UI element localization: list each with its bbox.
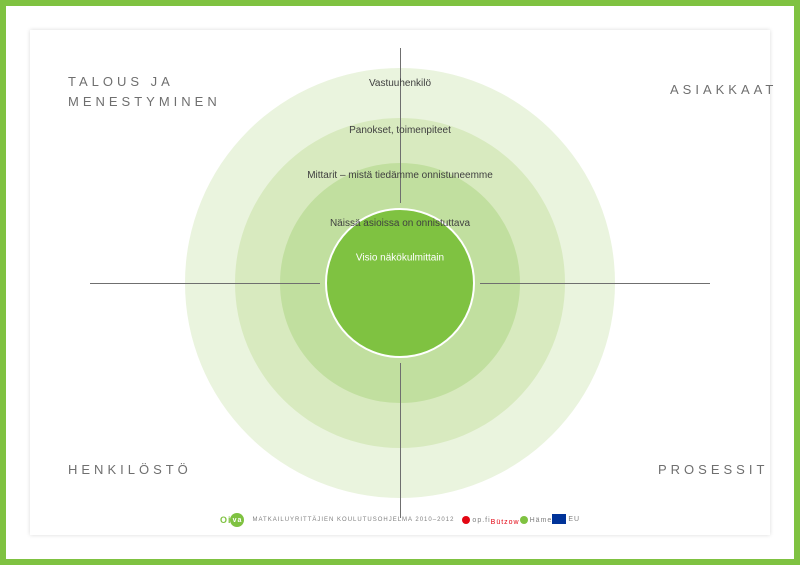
- sponsors: op.fiBützowHämeEU: [462, 514, 580, 526]
- axis-segment: [400, 363, 401, 518]
- inner-page: Vastuuhenkilö Panokset, toimenpiteet Mitta…: [30, 30, 770, 535]
- quadrant-bot_left: HENKILÖSTÖ: [68, 460, 192, 480]
- sponsor-2: Häme: [520, 516, 553, 524]
- footer-tagline: MATKAILUYRITTÄJIEN KOULUTUSOHJELMA 2010–…: [252, 517, 454, 523]
- quadrant-top_left: TALOUS JA MENESTYMINEN: [68, 72, 221, 111]
- ring-label-0: Vastuuhenkilö: [369, 78, 431, 89]
- quadrant-top_right: ASIAKKAAT: [670, 80, 777, 100]
- outer-frame: Vastuuhenkilö Panokset, toimenpiteet Mitta…: [0, 0, 800, 565]
- footer: Oiva MATKAILUYRITTÄJIEN KOULUTUSOHJELMA …: [30, 513, 770, 527]
- sponsor-1: Bützow: [491, 519, 520, 526]
- center-label: Visio näkökulmittain: [356, 252, 444, 263]
- ring-label-1: Panokset, toimenpiteet: [349, 125, 451, 136]
- logo-oiva: Oiva: [220, 513, 245, 527]
- quadrant-bot_right: PROSESSIT: [658, 460, 768, 480]
- logo-va: va: [230, 513, 244, 527]
- axis-segment: [90, 283, 320, 284]
- sponsor-0: op.fi: [462, 516, 490, 524]
- ring-3: [325, 208, 475, 358]
- axis-segment: [480, 283, 710, 284]
- ring-label-2: Mittarit – mistä tiedämme onnistuneemme: [307, 170, 493, 181]
- ring-label-3: Näissä asioissa on onnistuttava: [330, 218, 470, 229]
- sponsor-3: EU: [552, 514, 580, 524]
